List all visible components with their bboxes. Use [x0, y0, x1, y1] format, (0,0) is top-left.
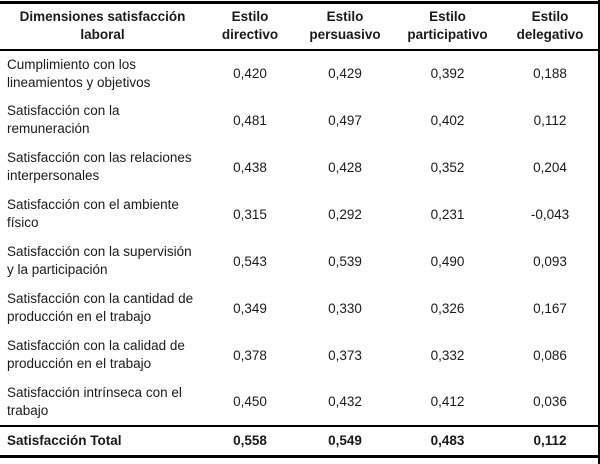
table-body: Cumplimiento con los lineamientos y obje… — [0, 50, 598, 427]
row-value: 0,402 — [430, 112, 465, 128]
row-value: 0,490 — [430, 253, 465, 269]
row-value: 0,349 — [233, 300, 267, 316]
table-row: Satisfacción con el ambiente físico 0,31… — [0, 191, 598, 238]
total-row-label: Satisfacción Total — [0, 425, 205, 458]
row-value: 0,392 — [430, 66, 465, 81]
row-value: 0,497 — [328, 112, 362, 128]
row-value: 0,352 — [430, 159, 465, 175]
row-value: 0,315 — [233, 206, 267, 222]
row-value: 0,112 — [533, 112, 567, 128]
row-value: 0,378 — [233, 347, 267, 363]
row-value: 0,428 — [328, 159, 362, 175]
row-value: 0,450 — [205, 378, 295, 427]
header-estilo-directivo: Estilo directivo — [205, 2, 295, 51]
row-value: 0,332 — [430, 347, 465, 363]
row-label: Satisfacción con la cantidad de producci… — [7, 291, 194, 324]
row-value: 0,438 — [233, 159, 267, 175]
table-row: Satisfacción con la cantidad de producci… — [0, 285, 598, 332]
row-label: Satisfacción con las relaciones interper… — [7, 150, 192, 183]
row-value: 0,420 — [233, 66, 267, 81]
total-row: Satisfacción Total 0,558 0,549 0,483 0,1… — [0, 425, 598, 458]
table-row: Cumplimiento con los lineamientos y obje… — [0, 50, 598, 97]
row-value: 0,093 — [533, 253, 567, 269]
row-value: 0,188 — [533, 66, 567, 81]
row-label: Satisfacción con la calidad de producció… — [7, 338, 185, 371]
header-dimension-col: Dimensiones satisfacción laboral — [0, 2, 205, 51]
header-row: Dimensiones satisfacción laboral Estilo … — [0, 2, 598, 51]
row-label: Satisfacción con la remuneración — [7, 103, 120, 136]
table-row: Satisfacción con la calidad de producció… — [0, 332, 598, 379]
row-value: 0,481 — [233, 112, 267, 128]
row-label: Satisfacción con la supervisión y la par… — [7, 244, 192, 277]
row-value: 0,326 — [430, 300, 465, 316]
row-value: 0,231 — [430, 206, 465, 222]
table-row: Satisfacción con la supervisión y la par… — [0, 238, 598, 285]
row-value: -0,043 — [530, 206, 570, 222]
total-row-value: 0,549 — [295, 425, 395, 458]
total-row-value: 0,483 — [395, 425, 500, 458]
row-value: 0,432 — [295, 378, 395, 427]
header-estilo-persuasivo: Estilo persuasivo — [295, 2, 395, 51]
row-value: 0,412 — [395, 378, 500, 427]
header-estilo-participativo: Estilo participativo — [395, 2, 500, 51]
row-value: 0,330 — [328, 300, 362, 316]
row-value: 0,539 — [328, 253, 362, 269]
row-value: 0,086 — [533, 347, 567, 363]
row-value: 0,543 — [233, 253, 267, 269]
table-row: Satisfacción intrínseca con el trabajo 0… — [0, 378, 598, 427]
row-value: 0,292 — [328, 206, 362, 222]
table-row: Satisfacción con las relaciones interper… — [0, 144, 598, 191]
row-label: Satisfacción intrínseca con el trabajo — [0, 378, 205, 427]
row-value: 0,373 — [328, 347, 362, 363]
row-value: 0,036 — [500, 378, 598, 427]
row-value: 0,204 — [533, 159, 567, 175]
total-row-value: 0,558 — [205, 425, 295, 458]
total-row-value: 0,112 — [500, 425, 598, 458]
row-value: 0,429 — [328, 66, 362, 81]
row-label: Satisfacción con el ambiente físico — [7, 197, 179, 230]
row-value: 0,167 — [533, 300, 567, 316]
header-estilo-delegativo: Estilo delegativo — [500, 2, 598, 51]
row-label: Cumplimiento con los lineamientos y obje… — [7, 56, 151, 90]
table-row: Satisfacción con la remuneración 0,481 0… — [0, 97, 598, 144]
